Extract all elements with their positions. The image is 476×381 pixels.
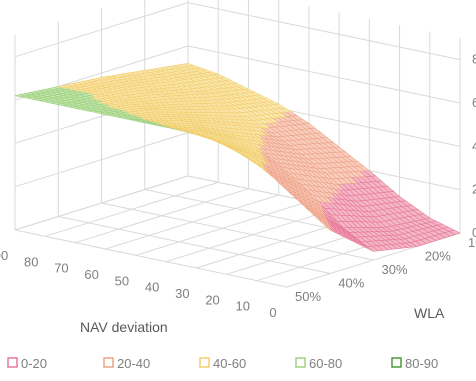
surface-plot — [14, 62, 461, 252]
legend-item: 40-60 — [199, 356, 246, 371]
y-gridline — [14, 35, 288, 288]
x-tick-label: 60 — [84, 267, 98, 282]
surface-cell — [183, 62, 195, 67]
legend-item: 20-40 — [103, 356, 150, 371]
legend-item: 60-80 — [295, 356, 342, 371]
legend-label: 40-60 — [213, 356, 246, 371]
x-tick-label: 10 — [236, 299, 250, 314]
z-tick-label: 80 — [472, 52, 476, 67]
chart-legend: 0-20 20-40 40-60 60-80 80-90 — [7, 356, 438, 371]
y-tick-label: 30% — [382, 262, 408, 277]
legend-swatch — [295, 357, 306, 368]
y-gridline — [101, 8, 374, 261]
z-tick-label: 0 — [472, 225, 476, 240]
x-tick-label: 80 — [24, 254, 38, 269]
x-tick-label: 50 — [115, 273, 129, 288]
z-tick-label: 40 — [472, 138, 476, 153]
legend-swatch — [391, 357, 402, 368]
x-tick-label: 0 — [269, 305, 276, 320]
y-tick-label: 40% — [338, 276, 364, 291]
legend-label: 80-90 — [405, 356, 438, 371]
x-tick-label: 40 — [145, 280, 159, 295]
legend-label: 20-40 — [117, 356, 150, 371]
y-tick-label: 50% — [295, 289, 321, 304]
x-tick-label: 90 — [0, 248, 8, 263]
x-tick-label: 70 — [54, 261, 68, 276]
x-tick-label: 20 — [205, 292, 219, 307]
x-axis-title: NAV deviation — [80, 319, 168, 335]
legend-item: 80-90 — [391, 356, 438, 371]
legend-item: 0-20 — [7, 356, 47, 371]
legend-label: 0-20 — [21, 356, 47, 371]
axis-tick-labels: 0 20 40 60 80 90 80 70 60 50 40 30 20 10 0 50% 40% 30% 20%… — [0, 52, 476, 320]
legend-swatch — [199, 357, 210, 368]
z-tick-label: 20 — [472, 182, 476, 197]
z-gridline — [14, 2, 461, 61]
y-axis-title: WLA — [414, 305, 445, 321]
x-tick-label: 30 — [175, 286, 189, 301]
legend-label: 60-80 — [309, 356, 342, 371]
z-tick-label: 60 — [472, 95, 476, 110]
y-tick-label: 20% — [425, 249, 451, 264]
y-gridline — [144, 0, 417, 247]
y-tick-label: 10% — [468, 235, 476, 250]
legend-swatch — [7, 357, 18, 368]
legend-swatch — [103, 357, 114, 368]
